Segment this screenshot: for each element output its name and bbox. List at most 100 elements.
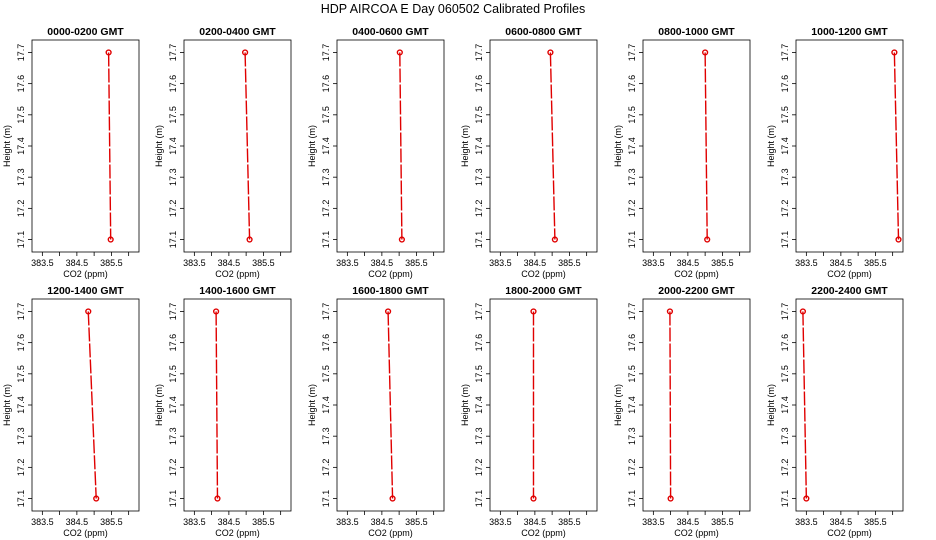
x-tick-label: 384.5 xyxy=(830,517,853,527)
y-tick-label: 17.3 xyxy=(321,427,331,445)
x-tick-label: 385.5 xyxy=(405,517,428,527)
data-point xyxy=(547,49,554,56)
y-tick-label: 17.2 xyxy=(627,459,637,477)
panel-4: 0600-0800 GMT 383.5 384.5 385.5 17.1 17.2 17.3… xyxy=(460,26,598,279)
plot-frame xyxy=(795,39,904,253)
x-axis-label: CO2 (ppm) xyxy=(827,528,872,538)
profile-line xyxy=(399,52,403,240)
panels-grid: 0000-0200 GMT 383.5 384.5 385.5 17.1 17.2 17.3… xyxy=(2,26,904,538)
y-tick-label: 17.6 xyxy=(168,75,178,93)
x-tick-label: 385.5 xyxy=(864,258,887,268)
y-tick-label: 17.4 xyxy=(321,137,331,155)
x-tick-label: 383.5 xyxy=(31,258,54,268)
y-tick-label: 17.7 xyxy=(321,44,331,62)
figure-title: HDP AIRCOA E Day 060502 Calibrated Profi… xyxy=(321,2,585,16)
panel-title: 1600-1800 GMT xyxy=(352,285,429,297)
data-point xyxy=(666,308,674,315)
y-tick-label: 17.5 xyxy=(168,106,178,124)
profile-line xyxy=(669,311,672,499)
y-tick-label: 17.5 xyxy=(627,365,637,383)
y-tick-label: 17.7 xyxy=(16,303,26,321)
y-tick-label: 17.6 xyxy=(474,75,484,93)
y-tick-label: 17.5 xyxy=(16,365,26,383)
y-tick-label: 17.7 xyxy=(780,303,790,321)
y-tick-label: 17.7 xyxy=(627,44,637,62)
panel-9: 1600-1800 GMT 383.5 384.5 385.5 17.1 17.2 17.3… xyxy=(307,285,445,538)
y-tick-label: 17.4 xyxy=(780,137,790,155)
x-tick-label: 385.5 xyxy=(711,517,734,527)
y-tick-label: 17.1 xyxy=(627,231,637,249)
y-tick-label: 17.1 xyxy=(474,231,484,249)
y-tick-label: 17.6 xyxy=(780,334,790,352)
y-tick-label: 17.5 xyxy=(321,365,331,383)
y-tick-label: 17.2 xyxy=(16,459,26,477)
profile-line xyxy=(893,52,900,240)
x-tick-label: 385.5 xyxy=(100,258,123,268)
profile-line xyxy=(387,311,394,499)
data-point xyxy=(895,236,902,243)
plot-frame xyxy=(183,39,292,253)
y-tick-label: 17.2 xyxy=(474,200,484,218)
y-tick-label: 17.7 xyxy=(168,303,178,321)
y-tick-label: 17.7 xyxy=(16,44,26,62)
plot-frame xyxy=(336,39,445,253)
panel-1: 0000-0200 GMT 383.5 384.5 385.5 17.1 17.2 17.3… xyxy=(2,26,140,279)
y-tick-label: 17.6 xyxy=(16,334,26,352)
y-tick-label: 17.1 xyxy=(168,231,178,249)
y-tick-label: 17.1 xyxy=(321,490,331,508)
x-tick-label: 383.5 xyxy=(795,517,818,527)
y-tick-label: 17.4 xyxy=(474,137,484,155)
y-tick-label: 17.6 xyxy=(168,334,178,352)
plot-frame xyxy=(489,298,598,512)
x-tick-label: 383.5 xyxy=(795,258,818,268)
profile-line xyxy=(802,311,808,499)
data-point xyxy=(551,236,558,243)
y-tick-label: 17.5 xyxy=(321,106,331,124)
y-tick-label: 17.1 xyxy=(780,490,790,508)
x-axis-label: CO2 (ppm) xyxy=(63,269,108,279)
plot-frame xyxy=(795,298,904,512)
y-tick-label: 17.4 xyxy=(16,396,26,414)
data-point xyxy=(398,236,405,243)
x-axis-label: CO2 (ppm) xyxy=(63,528,108,538)
data-point xyxy=(85,308,92,315)
x-tick-label: 385.5 xyxy=(252,517,275,527)
y-tick-label: 17.7 xyxy=(627,303,637,321)
y-tick-label: 17.2 xyxy=(168,459,178,477)
x-axis-label: CO2 (ppm) xyxy=(674,528,719,538)
y-tick-label: 17.4 xyxy=(16,137,26,155)
x-tick-label: 383.5 xyxy=(336,258,359,268)
profile-line xyxy=(107,52,112,240)
panel-title: 2000-2200 GMT xyxy=(658,285,735,297)
x-axis-label: CO2 (ppm) xyxy=(674,269,719,279)
panel-title: 0400-0600 GMT xyxy=(352,26,429,38)
y-tick-label: 17.2 xyxy=(321,459,331,477)
y-tick-label: 17.3 xyxy=(780,168,790,186)
panel-10: 1800-2000 GMT 383.5 384.5 385.5 17.1 17.2 17.3… xyxy=(460,285,598,538)
x-tick-label: 384.5 xyxy=(677,517,700,527)
y-tick-label: 17.6 xyxy=(321,75,331,93)
x-tick-label: 383.5 xyxy=(489,517,512,527)
profile-line xyxy=(704,52,708,240)
x-axis-label: CO2 (ppm) xyxy=(827,269,872,279)
y-tick-label: 17.3 xyxy=(16,427,26,445)
x-tick-label: 385.5 xyxy=(864,517,887,527)
y-tick-label: 17.1 xyxy=(474,490,484,508)
y-axis-label: Height (m) xyxy=(613,125,623,167)
panel-12: 2200-2400 GMT 383.5 384.5 385.5 17.1 17.2 17.3… xyxy=(766,285,904,538)
x-tick-label: 385.5 xyxy=(252,258,275,268)
x-tick-label: 383.5 xyxy=(183,517,206,527)
data-point xyxy=(246,236,253,243)
panel-title: 0000-0200 GMT xyxy=(47,26,124,38)
y-tick-label: 17.7 xyxy=(321,303,331,321)
plot-frame xyxy=(183,298,292,512)
x-tick-label: 384.5 xyxy=(66,258,89,268)
y-tick-label: 17.4 xyxy=(627,137,637,155)
data-point xyxy=(702,49,709,56)
x-tick-label: 383.5 xyxy=(31,517,54,527)
y-tick-label: 17.3 xyxy=(168,168,178,186)
y-tick-label: 17.6 xyxy=(321,334,331,352)
y-tick-label: 17.2 xyxy=(474,459,484,477)
y-tick-label: 17.6 xyxy=(627,75,637,93)
